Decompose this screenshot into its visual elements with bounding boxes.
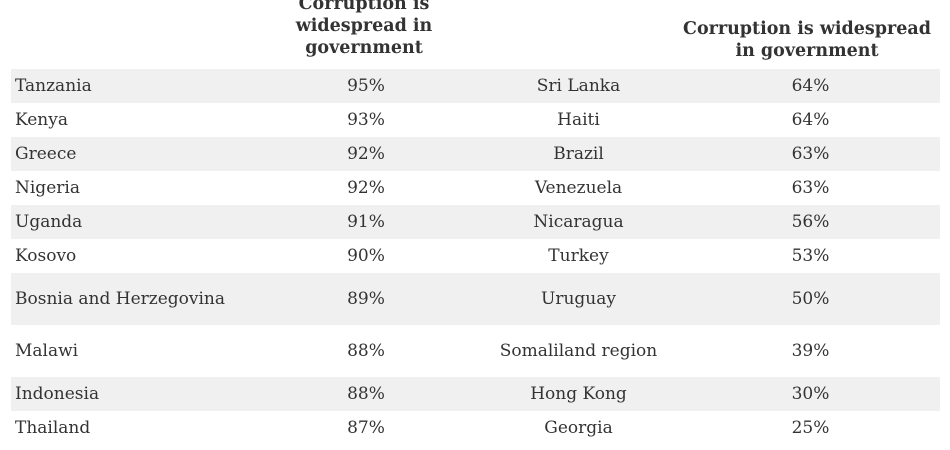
country-left-cell: Uganda	[15, 212, 83, 232]
country-right-cell: Uruguay	[541, 289, 616, 309]
value-right-cell: 53%	[791, 246, 830, 266]
value-right-cell: 56%	[791, 212, 830, 232]
value-right-cell: 64%	[791, 110, 830, 130]
country-right-cell: Sri Lanka	[536, 76, 621, 96]
value-right-cell: 25%	[791, 418, 830, 438]
table-row: Greece 92% Brazil 63%	[11, 137, 940, 171]
value-right-cell: 64%	[791, 76, 830, 96]
value-left-cell: 89%	[347, 289, 385, 309]
country-left-cell: Greece	[15, 144, 77, 164]
table-row: Kenya 93% Haiti 64%	[11, 103, 940, 137]
value-right-cell: 63%	[791, 178, 830, 198]
country-left-cell: Kenya	[15, 110, 68, 130]
table-row: Nigeria 92% Venezuela 63%	[11, 171, 940, 205]
country-left-cell: Bosnia and Herzegovina	[15, 289, 226, 309]
country-left-cell: Thailand	[15, 418, 91, 438]
country-left-cell: Malawi	[15, 341, 79, 361]
column-header-right: Corruption is widespread in government	[683, 19, 931, 61]
value-right-cell: 39%	[791, 341, 830, 361]
table-row: Tanzania 95% Sri Lanka 64%	[11, 69, 940, 103]
value-left-cell: 95%	[347, 76, 385, 96]
value-left-cell: 88%	[347, 341, 385, 361]
country-right-cell: Turkey	[548, 246, 609, 266]
country-right-cell: Somaliland region	[499, 341, 658, 361]
value-left-cell: 88%	[347, 384, 385, 404]
data-table: Tanzania 95% Sri Lanka 64% Kenya 93% Haiti 64% G…	[11, 69, 940, 445]
country-left-cell: Kosovo	[15, 246, 77, 266]
country-right-cell: Hong Kong	[530, 384, 627, 404]
value-left-cell: 87%	[347, 418, 385, 438]
country-right-cell: Haiti	[557, 110, 600, 130]
country-right-cell: Brazil	[553, 144, 604, 164]
country-left-cell: Indonesia	[15, 384, 100, 404]
value-left-cell: 91%	[347, 212, 385, 232]
value-left-cell: 92%	[347, 144, 385, 164]
value-left-cell: 92%	[347, 178, 385, 198]
country-right-cell: Georgia	[544, 418, 613, 438]
value-left-cell: 90%	[347, 246, 385, 266]
table-row: Bosnia and Herzegovina 89% Uruguay 50%	[11, 273, 940, 325]
value-right-cell: 63%	[791, 144, 830, 164]
table-row: Kosovo 90% Turkey 53%	[11, 239, 940, 273]
country-right-cell: Nicaragua	[533, 212, 624, 232]
country-left-cell: Nigeria	[15, 178, 80, 198]
country-right-cell: Venezuela	[534, 178, 623, 198]
table-row: Indonesia 88% Hong Kong 30%	[11, 377, 940, 411]
column-header-left: Corruption is widespread in government	[295, 0, 433, 58]
value-right-cell: 50%	[791, 289, 830, 309]
table-row: Uganda 91% Nicaragua 56%	[11, 205, 940, 239]
value-left-cell: 93%	[347, 110, 385, 130]
table-row: Malawi 88% Somaliland region 39%	[11, 325, 940, 377]
value-right-cell: 30%	[791, 384, 830, 404]
country-left-cell: Tanzania	[15, 76, 92, 96]
table-row: Thailand 87% Georgia 25%	[11, 411, 940, 445]
